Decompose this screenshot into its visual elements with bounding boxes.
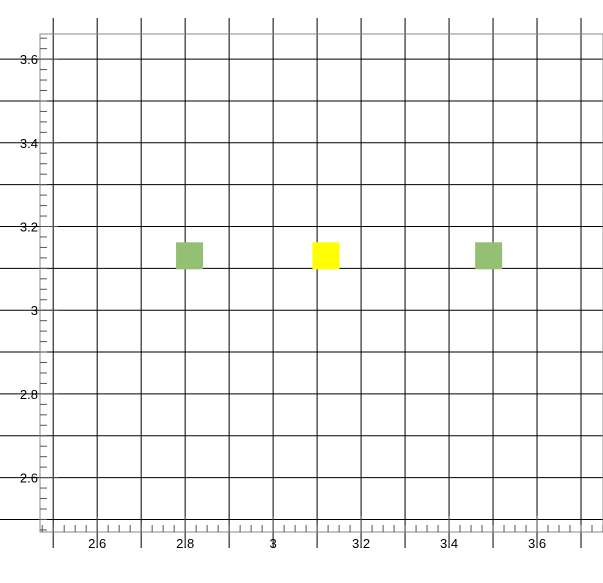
y-tick-label: 3.4 (20, 136, 38, 151)
data-points (176, 242, 503, 270)
x-tick-label: 3.4 (440, 536, 458, 551)
x-tick-label: 2.6 (88, 536, 106, 551)
data-point (176, 242, 204, 270)
x-tick-label: 3 (270, 536, 277, 551)
y-tick-label: 3 (31, 303, 38, 318)
y-tick-label: 2.8 (20, 387, 38, 402)
tick-labels: 2.6 2.8 3 3.2 3.4 3.6 2.6 2.8 3 3.2 3.4 3.6 (20, 52, 546, 551)
axis-ticks (40, 37, 603, 532)
x-tick-label: 2.8 (176, 536, 194, 551)
y-tick-label: 3.6 (20, 52, 38, 67)
plot-frame (39, 33, 603, 533)
data-point (475, 242, 503, 270)
grid-lines (0, 18, 603, 548)
y-tick-label: 3.2 (20, 220, 38, 235)
x-tick-label: 3.6 (528, 536, 546, 551)
data-point (312, 242, 340, 270)
y-tick-label: 2.6 (20, 471, 38, 486)
x-tick-label: 3.2 (352, 536, 370, 551)
